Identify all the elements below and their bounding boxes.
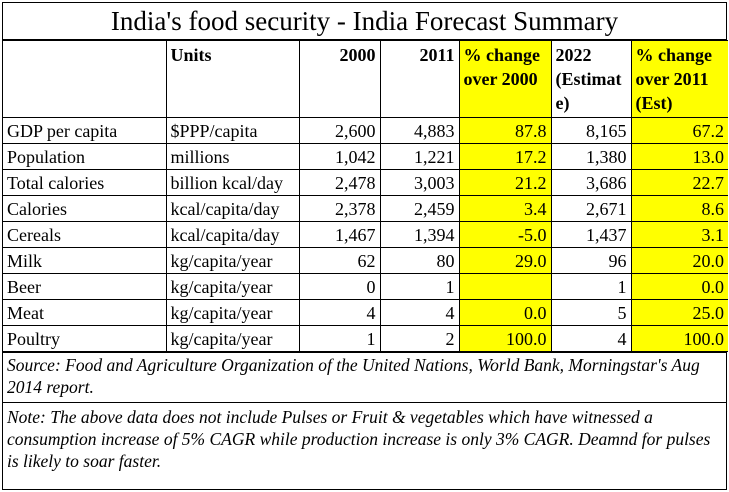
value-2022: 2,671 xyxy=(550,195,632,222)
row-units: kcal/capita/day xyxy=(165,195,300,222)
header-pct-change-2000: % change over 2000 xyxy=(458,40,552,118)
pct-change-2011: 25.0 xyxy=(630,299,728,326)
value-2022: 8,165 xyxy=(550,117,632,144)
data-note: Note: The above data does not include Pu… xyxy=(3,402,726,476)
value-2011: 1,221 xyxy=(379,143,460,170)
table-row: Beer kg/capita/year 0 1 1 0.0 xyxy=(3,273,728,300)
pct-change-2011: 100.0 xyxy=(630,325,728,352)
pct-change-2000: 3.4 xyxy=(458,195,552,222)
header-row: Units 2000 2011 % change over 2000 2022 … xyxy=(3,40,728,118)
pct-change-2000: 100.0 xyxy=(458,325,552,352)
row-label: Total calories xyxy=(3,169,167,196)
row-units: kcal/capita/day xyxy=(165,221,300,248)
table-row: Milk kg/capita/year 62 80 29.0 96 20.0 xyxy=(3,247,728,274)
pct-change-2011: 22.7 xyxy=(630,169,728,196)
value-2000: 4 xyxy=(298,299,381,326)
header-2000: 2000 xyxy=(298,40,381,118)
header-label-blank xyxy=(3,40,167,118)
row-units: kg/capita/year xyxy=(165,299,300,326)
table-row: Cereals kcal/capita/day 1,467 1,394 -5.0 1,43… xyxy=(3,221,728,248)
row-units: billion kcal/day xyxy=(165,169,300,196)
pct-change-2000 xyxy=(458,273,552,300)
row-units: kg/capita/year xyxy=(165,247,300,274)
table-row: Population millions 1,042 1,221 17.2 1,380 13.… xyxy=(3,143,728,170)
value-2022: 1,380 xyxy=(550,143,632,170)
value-2022: 96 xyxy=(550,247,632,274)
value-2000: 62 xyxy=(298,247,381,274)
row-units: kg/capita/year xyxy=(165,273,300,300)
value-2011: 1 xyxy=(379,273,460,300)
pct-change-2011: 8.6 xyxy=(630,195,728,222)
value-2022: 1,437 xyxy=(550,221,632,248)
value-2022: 5 xyxy=(550,299,632,326)
row-units: kg/capita/year xyxy=(165,325,300,352)
pct-change-2011: 0.0 xyxy=(630,273,728,300)
row-units: $PPP/capita xyxy=(165,117,300,144)
table-row: GDP per capita $PPP/capita 2,600 4,883 87.8 8… xyxy=(3,117,728,144)
pct-change-2011: 3.1 xyxy=(630,221,728,248)
row-label: Meat xyxy=(3,299,167,326)
value-2000: 2,378 xyxy=(298,195,381,222)
row-label: Milk xyxy=(3,247,167,274)
row-label: Poultry xyxy=(3,325,167,352)
header-2011: 2011 xyxy=(379,40,460,118)
pct-change-2000: -5.0 xyxy=(458,221,552,248)
value-2000: 1 xyxy=(298,325,381,352)
pct-change-2000: 29.0 xyxy=(458,247,552,274)
pct-change-2000: 21.2 xyxy=(458,169,552,196)
value-2011: 2,459 xyxy=(379,195,460,222)
value-2000: 1,467 xyxy=(298,221,381,248)
table-row: Poultry kg/capita/year 1 2 100.0 4 100.0 xyxy=(3,325,728,352)
row-label: Calories xyxy=(3,195,167,222)
value-2000: 2,478 xyxy=(298,169,381,196)
row-units: millions xyxy=(165,143,300,170)
value-2011: 1,394 xyxy=(379,221,460,248)
row-label: Beer xyxy=(3,273,167,300)
value-2022: 3,686 xyxy=(550,169,632,196)
pct-change-2000: 17.2 xyxy=(458,143,552,170)
forecast-table: Units 2000 2011 % change over 2000 2022 … xyxy=(3,40,728,352)
value-2011: 4 xyxy=(379,299,460,326)
page-title: India's food security - India Forecast S… xyxy=(3,3,726,40)
value-2000: 0 xyxy=(298,273,381,300)
row-label: Cereals xyxy=(3,221,167,248)
header-units: Units xyxy=(165,40,300,118)
value-2011: 80 xyxy=(379,247,460,274)
value-2000: 2,600 xyxy=(298,117,381,144)
header-2022: 2022 (Estimat e) xyxy=(550,40,632,118)
table-row: Meat kg/capita/year 4 4 0.0 5 25.0 xyxy=(3,299,728,326)
table-row: Total calories billion kcal/day 2,478 3,003… xyxy=(3,169,728,196)
pct-change-2000: 87.8 xyxy=(458,117,552,144)
value-2022: 4 xyxy=(550,325,632,352)
table-row: Calories kcal/capita/day 2,378 2,459 3.4 2,67… xyxy=(3,195,728,222)
pct-change-2011: 13.0 xyxy=(630,143,728,170)
pct-change-2011: 67.2 xyxy=(630,117,728,144)
value-2011: 4,883 xyxy=(379,117,460,144)
pct-change-2000: 0.0 xyxy=(458,299,552,326)
value-2022: 1 xyxy=(550,273,632,300)
pct-change-2011: 20.0 xyxy=(630,247,728,274)
row-label: Population xyxy=(3,143,167,170)
header-pct-change-2011: % change over 2011 (Est) xyxy=(630,40,728,118)
value-2011: 2 xyxy=(379,325,460,352)
source-note: Source: Food and Agriculture Organizatio… xyxy=(3,352,726,402)
value-2000: 1,042 xyxy=(298,143,381,170)
row-label: GDP per capita xyxy=(3,117,167,144)
value-2011: 3,003 xyxy=(379,169,460,196)
